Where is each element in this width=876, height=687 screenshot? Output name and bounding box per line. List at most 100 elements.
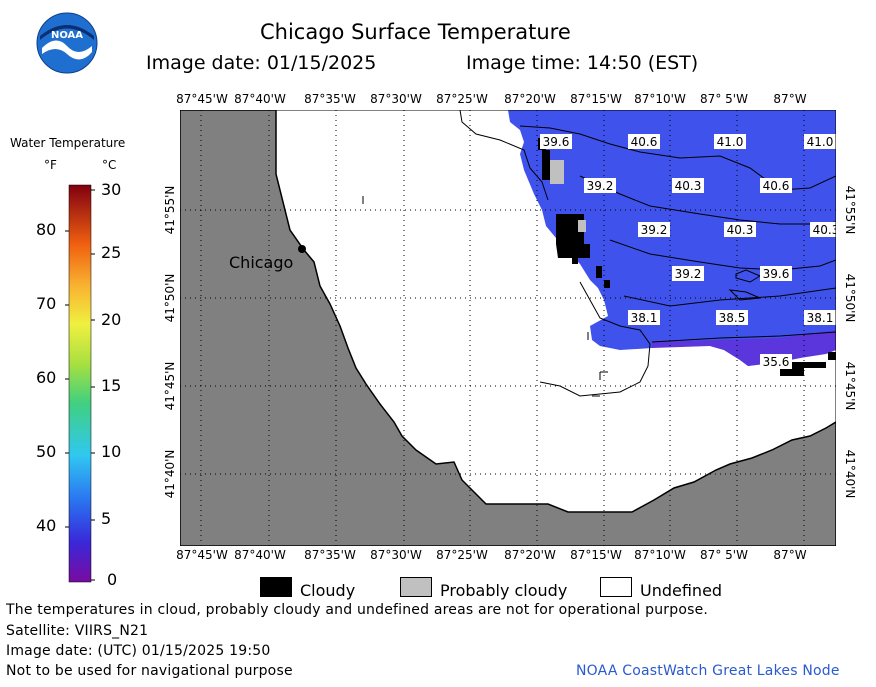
longitude-label: 87°30'W	[370, 92, 422, 106]
temperature-label-bg	[714, 134, 746, 149]
temperature-label: 41.0	[807, 135, 834, 149]
latitude-label: 41°45'N	[843, 361, 857, 411]
logo-text: NOAA	[51, 30, 83, 41]
temperature-label-bg	[628, 134, 660, 149]
temperature-label: 40.3	[813, 223, 836, 237]
legend-undefined-swatch	[600, 577, 632, 597]
image-time: Image time: 14:50 (EST)	[466, 52, 699, 74]
temperature-label: 40.6	[631, 135, 658, 149]
city-label-chicago: Chicago	[229, 253, 294, 272]
temperature-label-bg	[810, 222, 836, 237]
colorbar	[65, 184, 95, 583]
temperature-label-bg	[672, 178, 704, 193]
latitude-label: 41°55'N	[163, 185, 177, 235]
temperature-label-bg	[724, 222, 756, 237]
satellite-text: Satellite: VIIRS_N21	[6, 623, 149, 639]
chicago-marker	[298, 245, 306, 253]
c-tick: 5	[101, 509, 112, 528]
latitude-label: 41°50'N	[843, 273, 857, 323]
longitude-label: 87°45'W	[176, 92, 228, 106]
credit-text: NOAA CoastWatch Great Lakes Node	[576, 663, 840, 679]
image-date: Image date: 01/15/2025	[146, 52, 377, 74]
legend-probably-cloudy-swatch	[400, 577, 432, 597]
noaa-logo: NOAA	[36, 12, 98, 74]
utc-date-text: Image date: (UTC) 01/15/2025 19:50	[6, 643, 271, 659]
colorbar-unit-c: °C	[102, 158, 117, 172]
legend-cloudy-label: Cloudy	[300, 581, 356, 600]
legend-undefined-label: Undefined	[640, 581, 723, 600]
temperature-label: 41.0	[717, 135, 744, 149]
temperature-label-bg	[638, 222, 670, 237]
map-artifacts	[362, 196, 608, 397]
longitude-label: 87°25'W	[436, 92, 488, 106]
temperature-label: 38.5	[719, 311, 746, 325]
colorbar-title: Water Temperature	[10, 136, 126, 150]
land-area	[180, 110, 836, 546]
map-panel: 39.6 40.6 41.0 41.0 39.2 40.3 40.6 39.2 40.3 40.3…	[180, 110, 836, 546]
c-tick: 0	[107, 570, 118, 589]
disclaimer-text: The temperatures in cloud, probably clou…	[6, 602, 709, 618]
temperature-label: 35.6	[763, 355, 790, 369]
temperature-label-bg	[760, 266, 792, 281]
latitude-label: 41°40'N	[163, 449, 177, 499]
latitude-label: 41°45'N	[163, 361, 177, 411]
temperature-label: 39.6	[543, 135, 570, 149]
f-tick: 50	[36, 442, 57, 461]
longitude-label: 87°W	[773, 92, 807, 106]
temperature-label: 39.2	[641, 223, 668, 237]
c-tick: 20	[101, 310, 122, 329]
longitude-label: 87°30'W	[370, 548, 422, 562]
water-temperature-area	[508, 110, 836, 366]
navigation-warning: Not to be used for navigational purpose	[6, 663, 293, 679]
temperature-label-bg	[716, 310, 748, 325]
longitude-label: 87°W	[773, 548, 807, 562]
f-tick: 80	[36, 220, 57, 239]
colorbar-unit-f: °F	[44, 158, 57, 172]
temperature-label: 38.1	[631, 311, 658, 325]
longitude-label: 87°10'W	[634, 548, 686, 562]
latitude-label: 41°55'N	[843, 185, 857, 235]
latitude-label: 41°50'N	[163, 273, 177, 323]
c-tick: 10	[101, 442, 122, 461]
legend-cloudy-swatch	[260, 577, 292, 597]
f-tick: 40	[36, 516, 57, 535]
temperature-label: 39.6	[763, 267, 790, 281]
latitude-label: 41°40'N	[843, 449, 857, 499]
c-tick: 30	[101, 180, 122, 199]
temperature-label-bg	[672, 266, 704, 281]
temperature-label-bg	[804, 134, 836, 149]
longitude-label: 87° 5'W	[700, 92, 748, 106]
temperature-label: 39.2	[587, 179, 614, 193]
longitude-label: 87°35'W	[304, 548, 356, 562]
temperature-label: 40.3	[727, 223, 754, 237]
longitude-label: 87°35'W	[304, 92, 356, 106]
temperature-label: 40.6	[763, 179, 790, 193]
longitude-label: 87°25'W	[436, 548, 488, 562]
longitude-label: 87°40'W	[234, 92, 286, 106]
temperature-label-bg	[540, 134, 572, 149]
longitude-label: 87°15'W	[570, 92, 622, 106]
temperature-label: 39.2	[675, 267, 702, 281]
temperature-label-bg	[804, 310, 836, 325]
temperature-label-bg	[584, 178, 616, 193]
f-tick: 60	[36, 368, 57, 387]
probably-cloudy-patches	[550, 160, 586, 232]
c-tick: 25	[101, 243, 122, 262]
longitude-label: 87°10'W	[634, 92, 686, 106]
longitude-label: 87° 5'W	[700, 548, 748, 562]
temperature-label-bg	[628, 310, 660, 325]
temperature-label-bg	[760, 354, 792, 369]
f-tick: 70	[36, 294, 57, 313]
page-title: Chicago Surface Temperature	[260, 20, 571, 44]
longitude-label: 87°20'W	[504, 548, 556, 562]
longitude-label: 87°40'W	[234, 548, 286, 562]
longitude-label: 87°20'W	[504, 92, 556, 106]
c-tick: 15	[101, 376, 122, 395]
temperature-label: 38.1	[807, 311, 834, 325]
longitude-label: 87°15'W	[570, 548, 622, 562]
temperature-label-bg	[760, 178, 792, 193]
temperature-labels: 39.6 40.6 41.0 41.0 39.2 40.3 40.6 39.2 40.3 40.3…	[540, 134, 836, 369]
temperature-label: 40.3	[675, 179, 702, 193]
legend-probably-cloudy-label: Probably cloudy	[440, 581, 568, 600]
longitude-label: 87°45'W	[176, 548, 228, 562]
